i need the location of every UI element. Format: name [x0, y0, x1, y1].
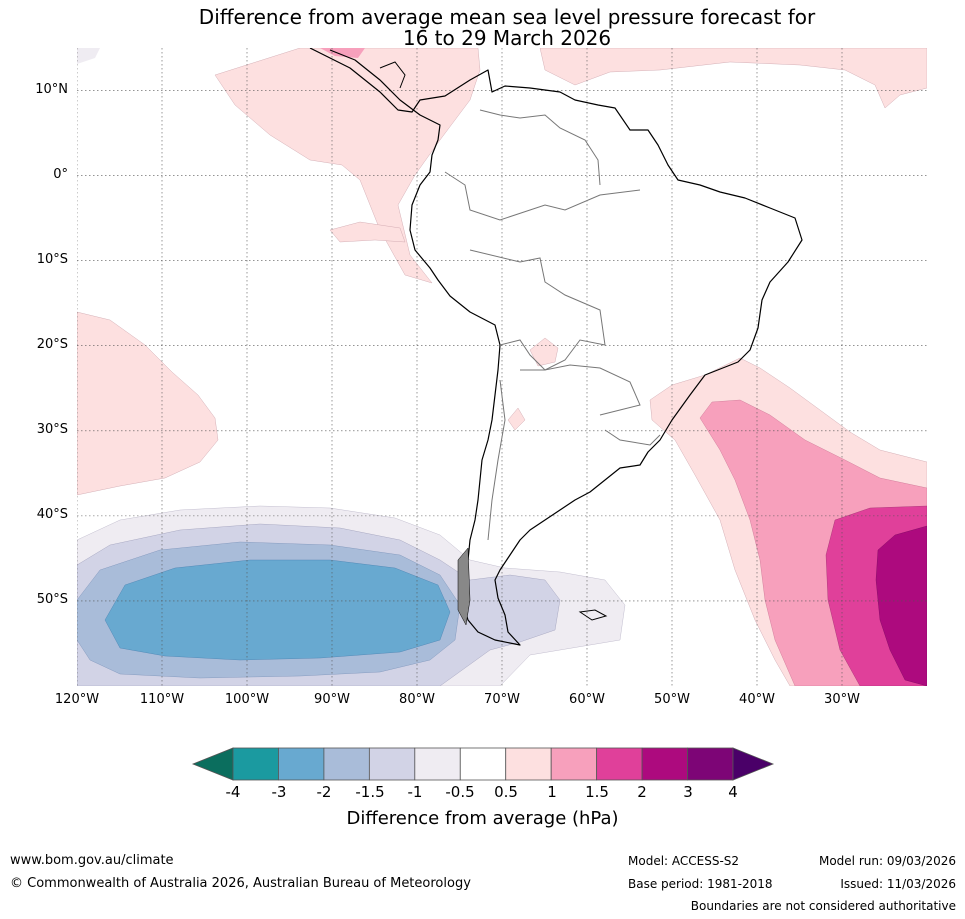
latitude-label: 50°S	[36, 591, 68, 607]
longitude-label: 100°W	[224, 692, 270, 707]
graticule	[77, 48, 927, 686]
country-borders	[444, 109, 661, 541]
negative-anomaly-strong	[104, 559, 451, 661]
colorbar-tick-label: 3	[683, 783, 693, 801]
longitude-label: 30°W	[824, 692, 860, 707]
footer-disclaimer: Boundaries are not considered authoritat…	[690, 899, 956, 913]
longitude-label: 80°W	[399, 692, 435, 707]
colorbar	[191, 747, 775, 781]
colorbar-tick-label: 2	[637, 783, 647, 801]
positive-anomaly-caribbean	[539, 48, 927, 109]
colorbar-bin	[459, 747, 507, 781]
colorbar-tick-label: -4	[225, 783, 241, 801]
colorbar-bin	[323, 747, 370, 781]
colorbar-bin	[278, 747, 325, 781]
falklands	[578, 609, 608, 621]
longitude-label: 90°W	[314, 692, 350, 707]
footer-issued: Issued: 11/03/2026	[840, 877, 956, 891]
positive-anomaly-central-america	[214, 48, 481, 284]
positive-anomaly-south-pacific	[77, 311, 219, 496]
longitude-label: 40°W	[739, 692, 775, 707]
footer-copyright: © Commonwealth of Australia 2026, Austra…	[10, 876, 471, 891]
latitude-label: 40°S	[36, 506, 68, 522]
colorbar-bin	[368, 747, 416, 781]
chart-title-line2: 16 to 29 March 2026	[402, 26, 612, 50]
colorbar-bin	[414, 747, 461, 781]
positive-anomaly-inland-1	[529, 337, 559, 367]
longitude-label: 50°W	[654, 692, 690, 707]
colorbar-bin	[596, 747, 643, 781]
colorbar-tick-label: -2	[316, 783, 332, 801]
colorbar-tick-label: -0.5	[445, 783, 475, 801]
patagonia-islands	[457, 547, 471, 626]
pacific-corner-feature	[77, 48, 100, 64]
colorbar-tick-label: -1	[407, 783, 423, 801]
colorbar-tick-label: 4	[728, 783, 738, 801]
colorbar-bin	[505, 747, 552, 781]
footer-model-run: Model run: 09/03/2026	[818, 854, 956, 868]
footer-base-period: Base period: 1981-2018	[628, 877, 773, 891]
latitude-label: 10°N	[35, 81, 68, 97]
colorbar-title: Difference from average (hPa)	[346, 808, 619, 829]
longitude-label: 110°W	[139, 692, 185, 707]
latitude-label: 10°S	[36, 251, 68, 267]
colorbar-bin	[232, 747, 279, 781]
pressure-anomaly-fields	[77, 48, 927, 686]
positive-anomaly-inland-2	[507, 407, 526, 431]
longitude-label: 120°W	[54, 692, 100, 707]
longitude-label: 70°W	[484, 692, 520, 707]
colorbar-bin	[550, 747, 598, 781]
colorbar-tick-label: 1.5	[585, 783, 609, 801]
colorbar-bin	[687, 747, 734, 781]
positive-anomaly-peak	[875, 525, 927, 686]
colorbar-tick-label: 1	[547, 783, 557, 801]
colorbar-tick-label: -1.5	[355, 783, 385, 801]
positive-anomaly-east-pacific	[329, 221, 406, 243]
central-america-coast	[379, 61, 406, 89]
latitude-label: 20°S	[36, 336, 68, 352]
south-america-coastline	[309, 48, 803, 646]
chart-title-line1: Difference from average mean sea level p…	[198, 5, 816, 29]
colorbar-tick-label: 0.5	[494, 783, 518, 801]
colorbar-under-arrow	[191, 747, 234, 781]
colorbar-tick-label: -3	[271, 783, 287, 801]
coastlines	[309, 48, 803, 646]
colorbar-over-arrow	[732, 747, 775, 781]
longitude-label: 60°W	[569, 692, 605, 707]
latitude-label: 0°	[53, 166, 68, 182]
latitude-label: 30°S	[36, 421, 68, 437]
footer-model: Model: ACCESS-S2	[628, 854, 740, 868]
footer-website[interactable]: www.bom.gov.au/climate	[10, 853, 174, 868]
colorbar-bin	[641, 747, 688, 781]
